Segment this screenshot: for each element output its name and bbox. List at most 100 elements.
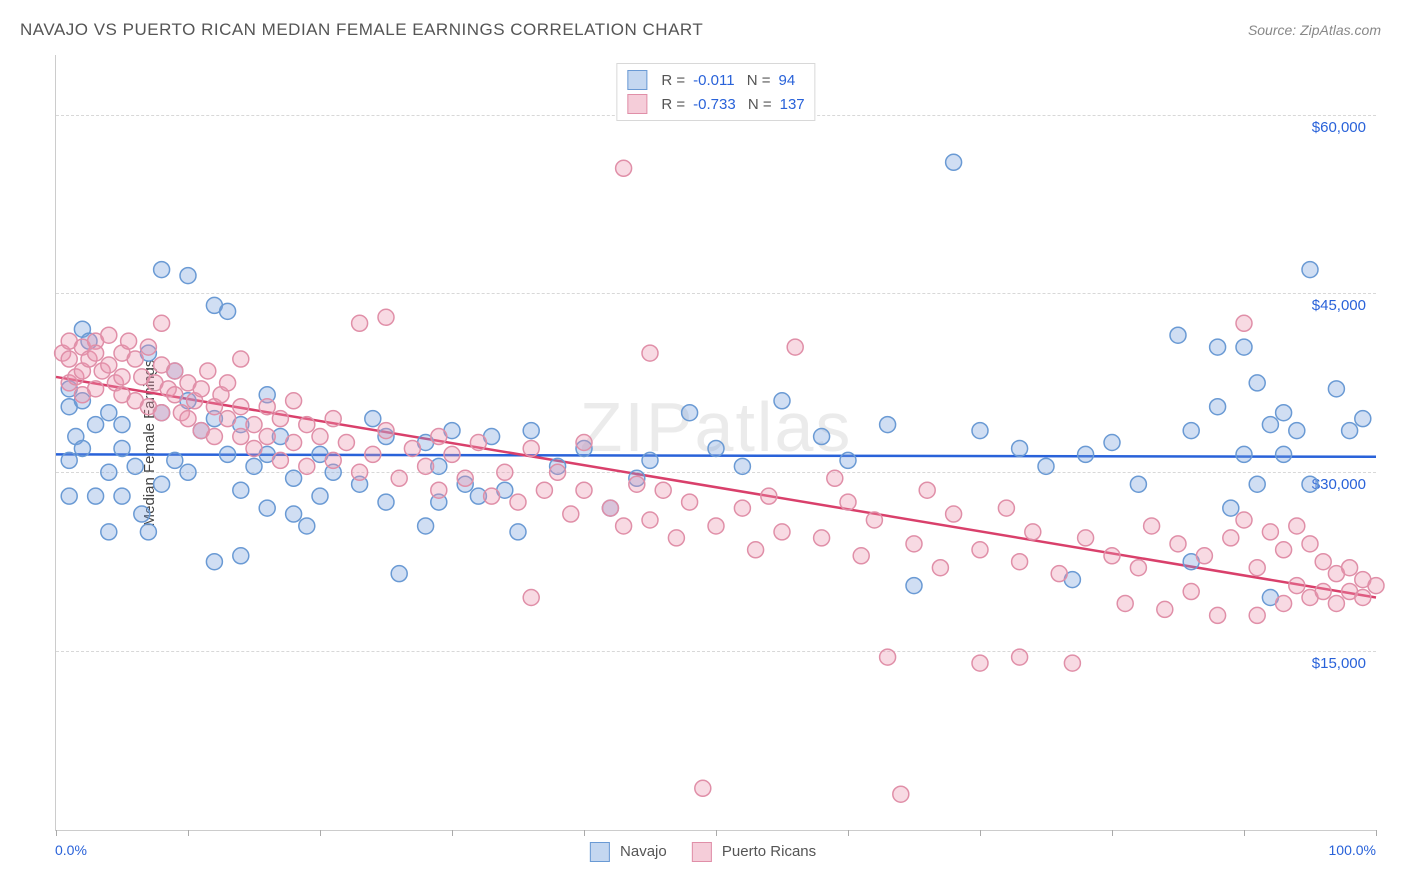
data-point xyxy=(576,482,592,498)
data-point xyxy=(695,780,711,796)
data-point xyxy=(206,429,222,445)
data-point xyxy=(154,262,170,278)
data-point xyxy=(510,524,526,540)
data-point xyxy=(972,423,988,439)
data-point xyxy=(523,440,539,456)
data-point xyxy=(668,530,684,546)
data-point xyxy=(140,524,156,540)
data-point xyxy=(1012,554,1028,570)
data-point xyxy=(510,494,526,510)
data-point xyxy=(1223,500,1239,516)
data-point xyxy=(233,351,249,367)
data-point xyxy=(88,345,104,361)
data-point xyxy=(233,548,249,564)
data-point xyxy=(114,440,130,456)
data-point xyxy=(404,440,420,456)
data-point xyxy=(299,458,315,474)
data-point xyxy=(946,506,962,522)
data-point xyxy=(127,458,143,474)
data-point xyxy=(853,548,869,564)
data-point xyxy=(1328,595,1344,611)
data-point xyxy=(272,452,288,468)
data-point xyxy=(1078,530,1094,546)
data-point xyxy=(972,655,988,671)
data-point xyxy=(88,417,104,433)
data-point xyxy=(444,446,460,462)
data-point xyxy=(1276,405,1292,421)
data-point xyxy=(1078,446,1094,462)
legend-item-navajo: Navajo xyxy=(590,842,667,862)
data-point xyxy=(101,327,117,343)
data-point xyxy=(101,357,117,373)
data-point xyxy=(134,506,150,522)
data-point xyxy=(127,351,143,367)
data-point xyxy=(259,500,275,516)
n-value-navajo: 94 xyxy=(778,72,795,89)
data-point xyxy=(114,417,130,433)
data-point xyxy=(1276,542,1292,558)
data-point xyxy=(906,536,922,552)
series-legend: Navajo Puerto Ricans xyxy=(590,842,816,862)
data-point xyxy=(1064,655,1080,671)
data-point xyxy=(259,399,275,415)
swatch-navajo-icon xyxy=(590,842,610,862)
legend-label-navajo: Navajo xyxy=(620,843,667,860)
data-point xyxy=(220,303,236,319)
x-axis-max-label: 100.0% xyxy=(1329,842,1376,858)
data-point xyxy=(1236,446,1252,462)
data-point xyxy=(88,381,104,397)
data-point xyxy=(1012,649,1028,665)
r-value-puerto-ricans: -0.733 xyxy=(693,96,736,113)
data-point xyxy=(616,160,632,176)
data-point xyxy=(180,268,196,284)
data-point xyxy=(101,464,117,480)
data-point xyxy=(1368,578,1384,594)
data-point xyxy=(840,452,856,468)
x-tick xyxy=(1112,830,1113,836)
data-point xyxy=(893,786,909,802)
swatch-puerto-ricans xyxy=(627,94,647,114)
data-point xyxy=(220,446,236,462)
data-point xyxy=(167,452,183,468)
data-point xyxy=(246,417,262,433)
data-point xyxy=(233,399,249,415)
data-point xyxy=(840,494,856,510)
data-point xyxy=(497,464,513,480)
data-point xyxy=(1342,560,1358,576)
trend-line xyxy=(56,377,1376,598)
data-point xyxy=(378,423,394,439)
data-point xyxy=(121,333,137,349)
data-point xyxy=(140,339,156,355)
data-point xyxy=(180,411,196,427)
data-point xyxy=(1302,262,1318,278)
data-point xyxy=(286,393,302,409)
data-point xyxy=(352,464,368,480)
r-value-navajo: -0.011 xyxy=(693,72,734,89)
data-point xyxy=(1170,536,1186,552)
data-point xyxy=(246,458,262,474)
x-tick xyxy=(320,830,321,836)
source-attribution: Source: ZipAtlas.com xyxy=(1248,22,1381,38)
data-point xyxy=(1012,440,1028,456)
data-point xyxy=(200,363,216,379)
data-point xyxy=(1302,476,1318,492)
data-point xyxy=(734,500,750,516)
data-point xyxy=(74,440,90,456)
data-point xyxy=(998,500,1014,516)
data-point xyxy=(748,542,764,558)
data-point xyxy=(1276,446,1292,462)
data-point xyxy=(1236,512,1252,528)
data-point xyxy=(787,339,803,355)
data-point xyxy=(536,482,552,498)
data-point xyxy=(1342,423,1358,439)
data-point xyxy=(365,446,381,462)
data-point xyxy=(1249,560,1265,576)
data-point xyxy=(1038,458,1054,474)
data-point xyxy=(457,470,473,486)
data-point xyxy=(1210,607,1226,623)
data-point xyxy=(378,494,394,510)
data-point xyxy=(1262,417,1278,433)
data-point xyxy=(655,482,671,498)
data-point xyxy=(1144,518,1160,534)
data-point xyxy=(61,488,77,504)
